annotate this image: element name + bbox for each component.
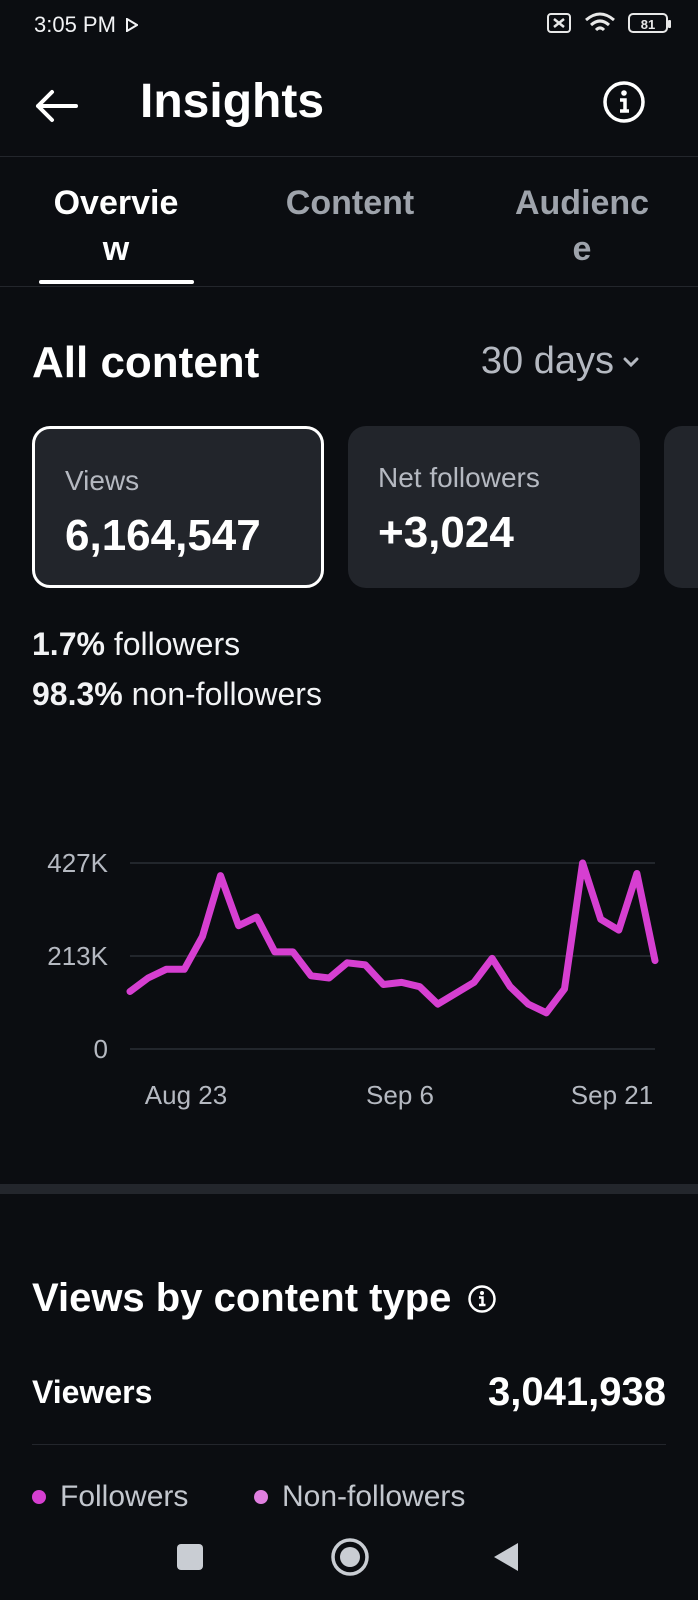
non-followers-share: 98.3% non-followers [32,676,322,713]
section-divider [0,1184,698,1194]
metric-label: Views [65,465,140,496]
square-icon [177,1544,203,1570]
sim-none-icon [547,13,571,33]
battery-icon: 81 [628,13,671,33]
viewers-divider [32,1444,666,1445]
battery-level: 81 [640,17,656,32]
legend-dot [254,1490,268,1504]
circle-home-icon [331,1538,369,1576]
metric-card-views[interactable]: Views 6,164,547 [32,426,324,588]
metric-card-net-followers[interactable]: Net followers +3,024 [348,426,640,588]
section-title: All content [32,338,260,387]
active-tab-indicator [39,280,194,284]
followers-label: followers [113,626,241,662]
legend-dot [32,1490,46,1504]
views-series-line [126,859,659,1017]
status-icons: 81 [546,12,671,34]
arrow-left-icon [36,90,78,122]
viewers-label: Viewers [32,1374,153,1410]
status-time-text: 3:05 PM [34,12,116,37]
metric-card-partial[interactable] [664,426,698,588]
legend-label: Non-followers [282,1480,466,1513]
chevron-down-icon [623,357,639,367]
legend-followers: Followers [32,1480,188,1514]
x-tick-label: Sep 21 [571,1080,653,1110]
metric-value: 6,164,547 [65,511,261,560]
info-icon [603,81,645,123]
period-label: 30 days [480,340,614,382]
status-time: 3:05 PM [34,12,138,38]
metric-label: Net followers [378,462,540,493]
x-tick-label: Sep 6 [366,1080,434,1110]
followers-share: 1.7% followers [32,626,240,663]
legend-label: Followers [60,1480,189,1513]
info-button[interactable] [602,80,646,124]
wifi-icon [585,12,615,32]
play-store-notification-icon [125,18,138,32]
info-icon[interactable] [467,1284,497,1314]
followers-pct: 1.7% [32,626,105,662]
non-followers-pct: 98.3% [32,676,123,712]
nav-recents-button[interactable] [160,1532,220,1582]
page-title: Insights [140,75,325,128]
legend-non-followers: Non-followers [254,1480,465,1514]
non-followers-label: non-followers [131,676,322,712]
views-by-content-type-title: Views by content type [32,1276,497,1321]
tab-overview[interactable]: Overvie w [53,184,179,268]
views-line-chart: 427K 213K 0 Aug 23 Sep 6 Sep 21 [47,848,659,1110]
back-button[interactable] [28,78,84,134]
nav-back-button[interactable] [476,1532,536,1582]
tab-content[interactable]: Content [285,184,415,222]
y-tick-label: 0 [94,1034,108,1064]
viewers-value: 3,041,938 [488,1370,666,1414]
tab-audience[interactable]: Audienc e [514,184,650,268]
nav-home-button[interactable] [320,1532,380,1582]
triangle-back-icon [494,1543,518,1571]
header-divider [0,156,698,157]
y-tick-label: 213K [47,941,108,971]
vct-title-text: Views by content type [32,1276,452,1320]
period-dropdown[interactable]: 30 days [481,340,640,383]
x-tick-label: Aug 23 [145,1080,227,1110]
tabs-divider [0,286,698,287]
y-tick-label: 427K [47,848,108,878]
metric-value: +3,024 [378,508,514,557]
